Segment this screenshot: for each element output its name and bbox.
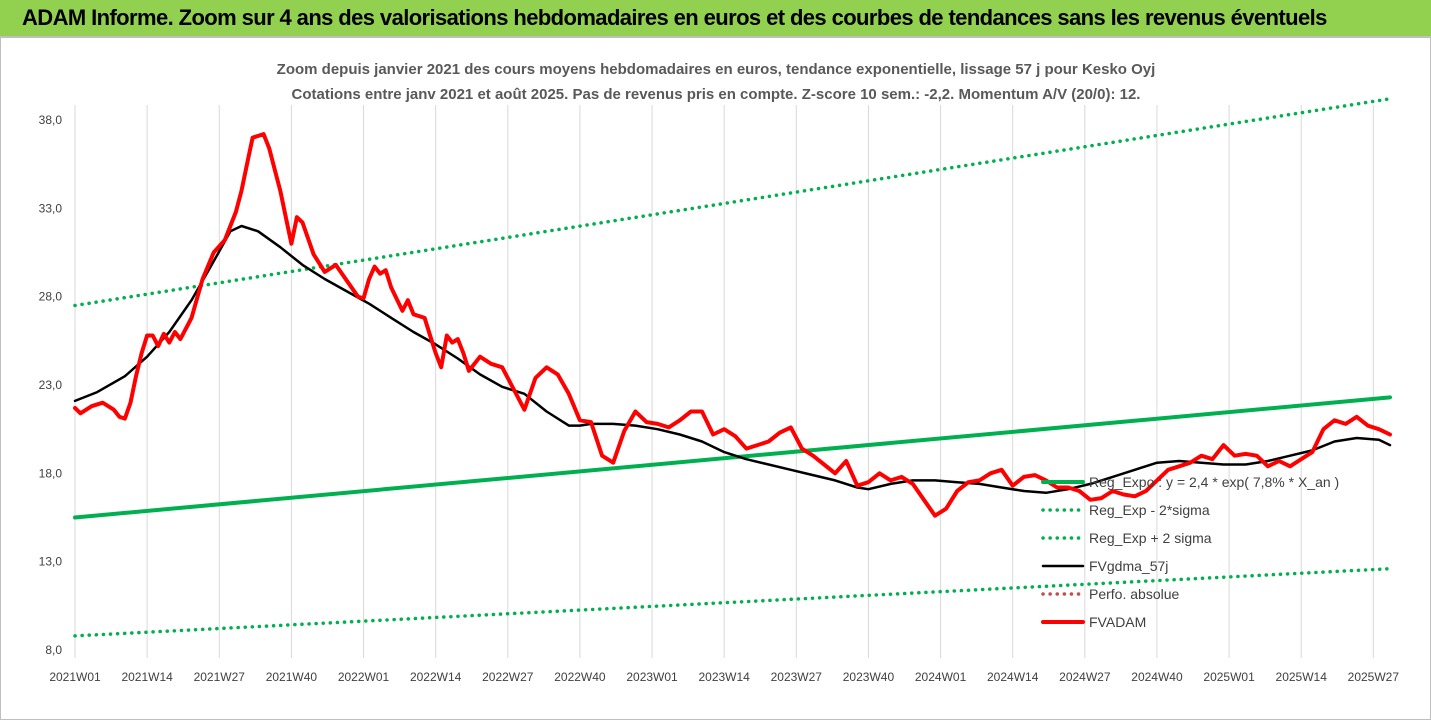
y-tick-label: 28,0 [39,290,63,304]
x-tick-label: 2024W27 [1059,670,1111,684]
report-banner-title: ADAM Informe. Zoom sur 4 ans des valoris… [22,5,1327,30]
x-tick-label: 2024W14 [987,670,1039,684]
x-tick-label: 2025W27 [1348,670,1400,684]
y-tick-label: 8,0 [45,643,62,657]
chart-subtitle: Cotations entre janv 2021 et août 2025. … [292,86,1141,103]
x-tick-label: 2024W01 [915,670,967,684]
y-tick-label: 38,0 [39,113,63,127]
legend: Reg_Expo : y = 2,4 * exp( 7,8% * X_an ) R… [1041,474,1339,630]
y-tick-label: 13,0 [39,555,63,569]
x-tick-label: 2025W14 [1276,670,1328,684]
x-tick-label: 2021W01 [49,670,101,684]
legend-label: Reg_Exp + 2 sigma [1089,530,1212,546]
report-banner: ADAM Informe. Zoom sur 4 ans des valoris… [0,0,1431,37]
x-tick-label: 2023W40 [843,670,895,684]
grid-lines [74,105,1374,658]
x-tick-label: 2022W14 [410,670,462,684]
y-tick-label: 33,0 [39,201,63,215]
legend-label: FVgdma_57j [1089,558,1168,574]
x-tick-label: 2023W27 [771,670,823,684]
x-tick-label: 2021W27 [194,670,246,684]
y-tick-label: 23,0 [39,378,63,392]
x-tick-label: 2023W01 [626,670,678,684]
series-lines [73,97,1392,638]
x-axis: 2021W01 2021W14 2021W27 2021W40 2022W01 2022W… [49,670,1399,684]
legend-label: Perfo. absolue [1089,586,1179,602]
legend-label: Reg_Exp - 2*sigma [1089,502,1210,518]
x-tick-label: 2022W01 [338,670,390,684]
y-tick-label: 18,0 [39,466,63,480]
x-tick-label: 2023W14 [698,670,750,684]
series-line-3 [73,224,1392,495]
y-axis: 8,0 13,0 18,0 23,0 28,0 33,0 38,0 [39,113,63,657]
legend-label: Reg_Expo : y = 2,4 * exp( 7,8% * X_an ) [1089,474,1339,490]
legend-label: FVADAM [1089,614,1146,630]
chart-title: Zoom depuis janvier 2021 des cours moyen… [277,61,1156,78]
series-line-0 [73,395,1392,520]
x-tick-label: 2024W40 [1131,670,1183,684]
x-tick-label: 2025W01 [1203,670,1255,684]
x-tick-label: 2021W40 [266,670,318,684]
series-line-5 [73,132,1392,518]
series-line-2 [73,97,1392,308]
x-tick-label: 2022W27 [482,670,534,684]
x-tick-label: 2022W40 [554,670,606,684]
series-line-1 [73,566,1392,638]
x-tick-label: 2021W14 [121,670,173,684]
